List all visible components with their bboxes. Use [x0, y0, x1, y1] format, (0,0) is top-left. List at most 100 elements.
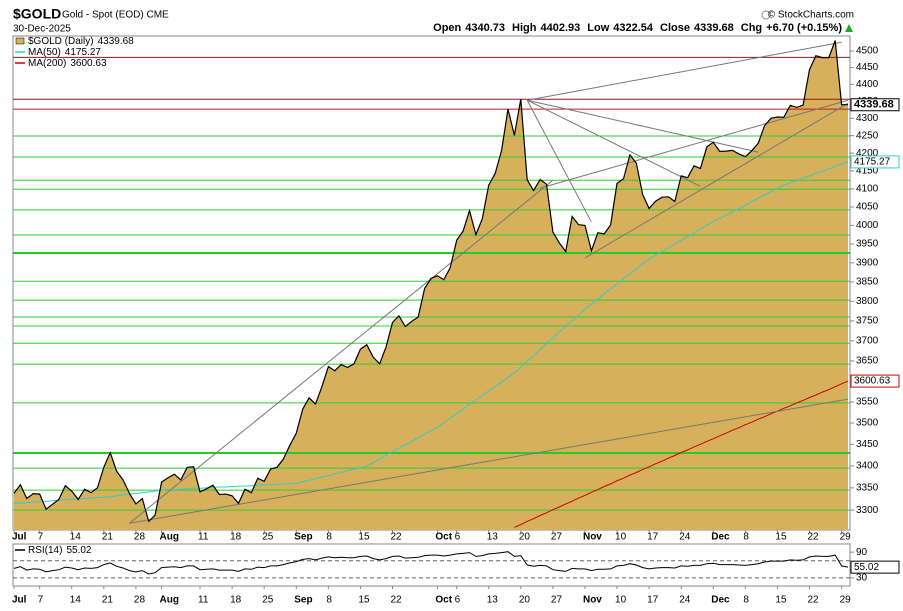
x-tick-label: 11 — [198, 595, 209, 606]
x-tick-label: 10 — [615, 532, 627, 543]
trend-line — [527, 41, 842, 101]
legend-entry: MA(200) 3600.63 — [28, 58, 107, 69]
up-arrow — [845, 24, 853, 32]
x-tick-label: 13 — [487, 532, 499, 543]
y-tick-label: 3300 — [856, 505, 879, 516]
x-tick-label: 11 — [198, 532, 209, 543]
quote-label: High — [512, 22, 537, 34]
x-tick-label: 15 — [358, 595, 370, 606]
x-tick-label: Jul — [12, 595, 27, 606]
x-tick-label: 6 — [455, 532, 461, 543]
x-tick-label: 14 — [70, 532, 82, 543]
quote-value: 4340.73 — [465, 22, 505, 34]
y-tick-label: 4400 — [856, 79, 879, 90]
y-tick-label: 4000 — [856, 220, 879, 231]
trend-line — [129, 398, 849, 524]
x-tick-label: 13 — [487, 595, 499, 606]
x-tick-label: 8 — [743, 595, 749, 606]
y-tick-label: 3650 — [856, 356, 879, 367]
x-tick-label: 29 — [840, 532, 852, 543]
x-tick-label: 8 — [326, 532, 332, 543]
last-value-label: 4339.68 — [854, 99, 894, 111]
x-tick-label: 28 — [134, 532, 146, 543]
y-tick-label: 4050 — [856, 202, 879, 213]
trend-line — [129, 179, 554, 524]
x-tick-label: 18 — [230, 532, 242, 543]
x-tick-label: 14 — [70, 595, 82, 606]
x-tick-label: 24 — [679, 532, 691, 543]
x-tick-label: 22 — [808, 532, 820, 543]
trend-line — [526, 99, 592, 223]
last-value-box — [850, 560, 900, 574]
y-tick-label: 30 — [856, 572, 868, 583]
legend-value: 4175.27 — [65, 47, 102, 58]
y-tick-label: 3800 — [856, 296, 879, 307]
trend-line — [539, 99, 849, 189]
x-tick-label: Sep — [294, 532, 312, 543]
series-line — [13, 551, 849, 575]
x-tick-label: 17 — [647, 595, 659, 606]
x-tick-label: 25 — [262, 532, 274, 543]
last-value-label: 55.02 — [854, 562, 879, 573]
quote-label: Close — [660, 22, 690, 34]
y-tick-label: 3900 — [856, 258, 879, 269]
logo-icon — [761, 10, 771, 20]
copyright: © StockCharts.com — [768, 10, 854, 21]
x-tick-label: 17 — [647, 532, 659, 543]
x-tick-label: Jul — [12, 532, 27, 543]
y-tick-label: 4150 — [856, 166, 879, 177]
series-line — [13, 161, 849, 504]
legend-value: 3600.63 — [70, 58, 107, 69]
y-tick-label: 3750 — [856, 316, 879, 327]
last-value-box — [850, 98, 900, 112]
x-tick-label: Nov — [583, 595, 602, 606]
x-tick-label: 8 — [743, 532, 749, 543]
x-tick-label: 28 — [134, 595, 146, 606]
x-tick-label: 22 — [808, 595, 820, 606]
legend-name: RSI(14) — [28, 545, 62, 556]
rsi-plot — [13, 551, 850, 579]
x-tick-label: Oct — [435, 595, 452, 606]
x-tick-label: 20 — [519, 595, 531, 606]
price-area — [14, 40, 848, 530]
x-tick-label: 27 — [551, 595, 563, 606]
x-tick-label: 22 — [391, 595, 403, 606]
trend-line — [527, 99, 701, 187]
x-tick-label: 15 — [358, 532, 370, 543]
y-tick-label: 3850 — [856, 277, 879, 288]
trend-line — [527, 99, 759, 153]
y-tick-label: 4100 — [856, 183, 879, 194]
y-tick-label: 4200 — [856, 148, 879, 159]
x-tick-label: 27 — [551, 532, 563, 543]
y-tick-label: 90 — [856, 547, 868, 558]
y-tick-label: 3700 — [856, 335, 879, 346]
quote-line: Open 4340.73 High 4402.93 Low 4322.54 Close 433… — [433, 22, 842, 34]
legend-name: $GOLD (Daily) — [28, 36, 94, 47]
x-tick-label: 22 — [391, 532, 403, 543]
x-tick-label: Aug — [160, 532, 179, 543]
quote-label: Open — [433, 22, 461, 34]
legend-name: MA(50) — [28, 47, 61, 58]
x-tick-label: 7 — [38, 595, 44, 606]
y-tick-label: 3500 — [856, 418, 879, 429]
y-tick-label: 3450 — [856, 439, 879, 450]
last-value-label: 3600.63 — [854, 376, 891, 387]
legend-value: 55.02 — [66, 545, 91, 556]
y-tick-label: 4250 — [856, 130, 879, 141]
x-tick-label: Aug — [160, 595, 179, 606]
x-tick-label: 10 — [615, 595, 627, 606]
x-tick-label: 15 — [775, 595, 787, 606]
legend-entry: $GOLD (Daily) 4339.68 — [28, 36, 134, 47]
x-tick-label: 20 — [519, 532, 531, 543]
x-tick-label: 25 — [262, 595, 274, 606]
quote-label: Low — [587, 22, 609, 34]
y-tick-label: 4300 — [856, 113, 879, 124]
date: 30-Dec-2025 — [13, 24, 71, 35]
symbol: $GOLD — [13, 6, 61, 22]
x-tick-label: 29 — [840, 595, 852, 606]
x-tick-label: 21 — [102, 532, 114, 543]
x-tick-label: 6 — [455, 595, 461, 606]
quote-value: +6.70 (+0.15%) — [766, 22, 842, 34]
legend-entry: RSI(14) 55.02 — [28, 545, 92, 556]
